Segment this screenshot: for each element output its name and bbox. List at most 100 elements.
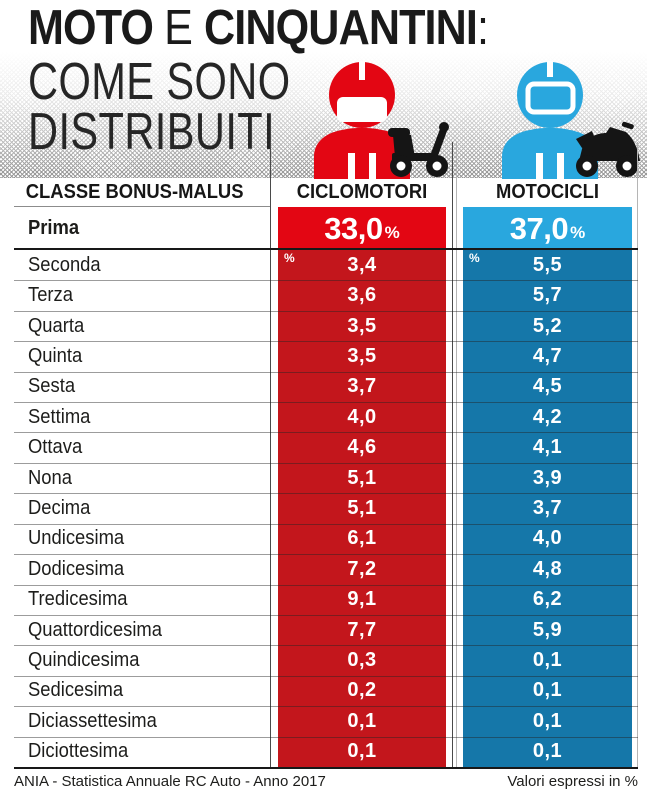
row-value: 4,0 bbox=[532, 527, 563, 550]
row-divider bbox=[14, 402, 638, 404]
page-title: MOTO E CINQUANTINI: bbox=[28, 1, 490, 55]
table-header-row: CLASSE BONUS-MALUS CICLOMOTORI MOTOCICLI bbox=[0, 178, 647, 207]
row-label: Prima bbox=[28, 217, 80, 239]
table-row: Sedicesima 0,2 0,1 bbox=[0, 675, 647, 707]
title-bold-2: CINQUANTINI bbox=[204, 1, 478, 55]
motocicli-cell: 4,7 bbox=[463, 341, 632, 372]
row-value: 0,2 bbox=[347, 679, 377, 702]
row-divider bbox=[14, 280, 638, 282]
scooter-icon bbox=[388, 122, 449, 177]
row-value: 7,2 bbox=[347, 557, 377, 580]
row-value: 5,1 bbox=[347, 466, 377, 489]
table-row: Sesta 3,7 4,5 bbox=[0, 371, 647, 403]
row-divider bbox=[14, 371, 638, 373]
row-label: Dodicesima bbox=[28, 557, 125, 580]
ciclomotori-cell: 7,7 bbox=[278, 614, 446, 646]
row-value: 0,1 bbox=[532, 740, 563, 763]
table-row: Quindicesima 0,3 0,1 bbox=[0, 645, 647, 676]
row-value: 9,1 bbox=[347, 588, 377, 611]
title-colon: : bbox=[477, 1, 490, 55]
prima-row-divider bbox=[14, 248, 638, 250]
ciclomotori-cell: 3,6 bbox=[278, 280, 446, 311]
row-divider bbox=[14, 462, 638, 464]
subtitle-line-1: COME SONO bbox=[28, 52, 291, 111]
percent-mark: % bbox=[469, 251, 480, 265]
percent-mark: % bbox=[284, 251, 295, 265]
row-label: Decima bbox=[28, 496, 91, 519]
motocicli-cell: 3,7 bbox=[463, 493, 632, 524]
percent-mark: % bbox=[384, 222, 400, 242]
row-label: Quarta bbox=[28, 314, 85, 337]
table-row: Quinta 3,5 4,7 bbox=[0, 341, 647, 372]
table-row-prima: Prima 33,0% 37,0% bbox=[0, 207, 647, 250]
table-row: Quattordicesima 7,7 5,9 bbox=[0, 614, 647, 646]
row-label: Sesta bbox=[28, 375, 76, 398]
motocicli-cell: 6,2 bbox=[463, 584, 632, 615]
motorcycle-icon bbox=[576, 121, 640, 177]
row-divider bbox=[14, 736, 638, 738]
motocicli-cell: 4,0 bbox=[463, 523, 632, 555]
row-label: Ottava bbox=[28, 436, 83, 459]
row-divider bbox=[14, 645, 638, 647]
title-block: MOTO E CINQUANTINI: COME SONO DISTRIBUIT… bbox=[28, 1, 552, 158]
table-bottom-border bbox=[14, 767, 638, 769]
row-value: 0,1 bbox=[347, 740, 377, 763]
row-label: Undicesima bbox=[28, 527, 125, 550]
row-divider bbox=[14, 554, 638, 556]
row-value: 4,1 bbox=[532, 436, 563, 459]
table-row: Terza 3,6 5,7 bbox=[0, 280, 647, 311]
row-value: 4,5 bbox=[532, 375, 563, 398]
motocicli-cell: 4,1 bbox=[463, 432, 632, 463]
motocicli-cell: 4,2 bbox=[463, 402, 632, 433]
motocicli-cell: 4,5 bbox=[463, 371, 632, 403]
row-value: 3,5 bbox=[347, 344, 377, 367]
motocicli-cell: 0,1 bbox=[463, 675, 632, 707]
ciclomotori-cell: 3,5 bbox=[278, 341, 446, 372]
ciclomotori-cell: 0,2 bbox=[278, 675, 446, 707]
row-label: Seconda bbox=[28, 253, 101, 276]
rider-figure bbox=[314, 61, 410, 179]
row-value: 3,4 bbox=[347, 253, 377, 276]
ciclomotori-cell: 3,5 bbox=[278, 310, 446, 342]
table-row: Seconda % 3,4 % 5,5 bbox=[0, 250, 647, 281]
ciclomotori-cell: 0,1 bbox=[278, 706, 446, 737]
title-connector: E bbox=[164, 1, 193, 55]
row-label: Terza bbox=[28, 284, 73, 307]
row-label: Nona bbox=[28, 466, 72, 489]
motocicli-cell: 5,9 bbox=[463, 614, 632, 646]
column-header-ciclomotori: CICLOMOTORI bbox=[296, 181, 428, 203]
column-divider bbox=[452, 142, 453, 767]
motocicli-cell: 0,1 bbox=[463, 736, 632, 767]
ciclomotori-cell: 4,6 bbox=[278, 432, 446, 463]
row-value: 3,6 bbox=[347, 284, 377, 307]
table-row: Quarta 3,5 5,2 bbox=[0, 310, 647, 342]
percent-mark: % bbox=[570, 222, 586, 242]
row-value: 0,1 bbox=[532, 648, 563, 671]
row-value: 3,9 bbox=[532, 466, 563, 489]
footer: ANIA - Statistica Annuale RC Auto - Anno… bbox=[14, 773, 638, 790]
table-row: Tredicesima 9,1 6,2 bbox=[0, 584, 647, 615]
row-value: 5,1 bbox=[347, 496, 377, 519]
column-header-classe: CLASSE BONUS-MALUS bbox=[25, 181, 244, 203]
row-value: 5,2 bbox=[532, 314, 563, 337]
ciclomotori-cell: 0,1 bbox=[278, 736, 446, 767]
row-label: Settima bbox=[28, 405, 91, 428]
row-value: 37,0 bbox=[509, 210, 569, 246]
row-value: 0,1 bbox=[347, 709, 377, 732]
column-divider bbox=[270, 142, 271, 767]
column-divider bbox=[456, 142, 457, 767]
motocicli-cell: 0,1 bbox=[463, 706, 632, 737]
row-value: 0,1 bbox=[532, 679, 563, 702]
motocicli-cell: % 5,5 bbox=[463, 250, 632, 281]
scooter-rider-icon bbox=[314, 61, 449, 179]
row-label: Quindicesima bbox=[28, 648, 140, 671]
title-bold-1: MOTO bbox=[28, 1, 154, 55]
row-divider bbox=[14, 706, 638, 708]
ciclomotori-cell: 7,2 bbox=[278, 554, 446, 585]
ciclomotori-cell: 33,0% bbox=[278, 207, 446, 250]
table-row: Decima 5,1 3,7 bbox=[0, 493, 647, 524]
row-value: 5,5 bbox=[532, 253, 563, 276]
row-divider bbox=[14, 584, 638, 586]
unit-note: Valori espressi in % bbox=[507, 773, 638, 790]
row-label: Quattordicesima bbox=[28, 618, 162, 641]
